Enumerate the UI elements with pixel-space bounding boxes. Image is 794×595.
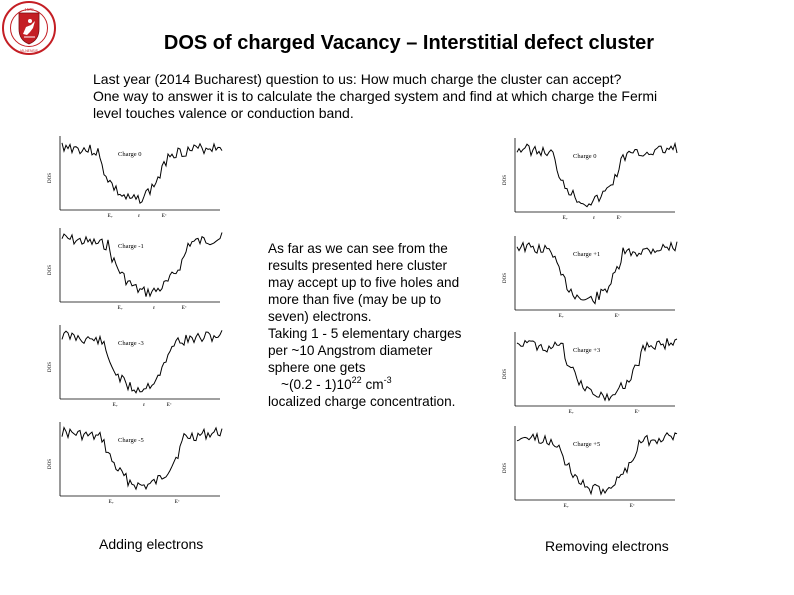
band-edge-label: Eᵥ (109, 499, 114, 505)
y-axis-label: DOS (48, 362, 53, 372)
charge-concentration: ~(0.2 - 1)1022 cm-3 (268, 376, 498, 393)
dos-panel-right-charge-plus-5: DOS Charge +5 Eᵥ Eᶜ (503, 424, 679, 509)
band-edge-label: Eᶜ (175, 499, 180, 505)
y-axis-label: DOS (503, 175, 508, 185)
band-edge-label: Eᶜ (162, 213, 167, 219)
band-edge-label: Eᵥ (563, 215, 568, 221)
dos-panel-right-charge-0: DOS Charge 0 Eᵥ ε Eᶜ (503, 136, 679, 221)
dos-chart: DOS Charge +5 Eᵥ Eᶜ (503, 426, 678, 509)
charge-label: Charge -3 (118, 340, 144, 347)
dos-chart: DOS Charge -1 Eᵥ ε Eᶜ (48, 228, 223, 311)
dos-chart: DOS Charge -5 Eᵥ Eᶜ (48, 422, 223, 505)
dos-curve (61, 142, 223, 205)
y-axis-label: DOS (48, 173, 53, 183)
dos-curve (516, 141, 678, 208)
charge-label: Charge 0 (573, 153, 597, 160)
dos-chart: DOS Charge +3 Eᵥ Eᶜ (503, 332, 678, 415)
band-edge-label: Eᵥ (108, 213, 113, 219)
desc-line: Taking 1 - 5 elementary charges (268, 326, 462, 341)
band-edge-label: Eᶜ (182, 305, 187, 311)
charge-label: Charge +1 (573, 251, 600, 258)
dos-curve (61, 232, 223, 298)
desc-line: per ~10 Angstrom diameter (268, 343, 433, 358)
dos-curve (61, 426, 223, 491)
concentration-unit-exponent: -3 (383, 375, 392, 385)
y-axis-label: DOS (503, 369, 508, 379)
university-logo: 1579 VILNENSIS (2, 1, 56, 55)
caption-removing-electrons: Removing electrons (545, 538, 669, 554)
band-edge-label: Eᶜ (630, 503, 635, 509)
band-edge-label: ε (593, 215, 596, 221)
band-edge-label: Eᶜ (615, 313, 620, 319)
dos-chart: DOS Charge 0 Eᵥ ε Eᶜ (48, 136, 223, 219)
svg-text:VILNENSIS: VILNENSIS (20, 49, 38, 53)
band-edge-label: ε (138, 213, 141, 219)
y-axis-label: DOS (48, 265, 53, 275)
band-edge-label: Eᵥ (559, 313, 564, 319)
caption-adding-electrons: Adding electrons (99, 536, 204, 552)
desc-line: seven) electrons. (268, 309, 372, 324)
charge-label: Charge -1 (118, 243, 144, 250)
dos-panel-right-charge-plus-3: DOS Charge +3 Eᵥ Eᶜ (503, 330, 679, 415)
dos-chart: DOS Charge -3 Eᵥ ε Eᶜ (48, 325, 223, 408)
band-edge-label: ε (153, 305, 156, 311)
band-edge-label: Eᵥ (113, 402, 118, 408)
page-title: DOS of charged Vacancy – Interstitial de… (163, 32, 655, 54)
desc-line: more than five (may be up to (268, 292, 442, 307)
dos-panel-left-charge-minus-5: DOS Charge -5 Eᵥ Eᶜ (48, 420, 224, 505)
desc-line: As far as we can see from the (268, 241, 448, 256)
dos-curve (61, 330, 223, 394)
y-axis-label: DOS (503, 273, 508, 283)
results-description: As far as we can see from the results pr… (268, 240, 498, 410)
intro-line: level touches valence or conduction band… (93, 105, 354, 121)
dos-curve (516, 240, 678, 305)
concentration-prefix: ~(0.2 - 1)10 (281, 377, 352, 392)
intro-line: One way to answer it is to calculate the… (93, 88, 658, 104)
band-edge-label: Eᵥ (564, 503, 569, 509)
desc-line: sphere one gets (268, 360, 366, 375)
dos-panel-left-charge-minus-3: DOS Charge -3 Eᵥ ε Eᶜ (48, 323, 224, 408)
charge-label: Charge +5 (573, 441, 600, 448)
concentration-exponent: 22 (351, 375, 362, 385)
y-axis-label: DOS (503, 463, 508, 473)
intro-line: Last year (2014 Bucharest) question to u… (93, 71, 622, 87)
band-edge-label: Eᶜ (617, 215, 622, 221)
dos-chart: DOS Charge +1 Eᵥ Eᶜ (503, 236, 678, 319)
band-edge-label: Eᵥ (569, 409, 574, 415)
charge-label: Charge +3 (573, 347, 600, 354)
dos-chart: DOS Charge 0 Eᵥ ε Eᶜ (503, 138, 678, 221)
dos-panel-right-charge-plus-1: DOS Charge +1 Eᵥ Eᶜ (503, 234, 679, 319)
dos-panel-left-charge-minus-1: DOS Charge -1 Eᵥ ε Eᶜ (48, 226, 224, 311)
intro-text: Last year (2014 Bucharest) question to u… (93, 71, 733, 122)
y-axis-label: DOS (48, 459, 53, 469)
dos-panel-left-charge-0: DOS Charge 0 Eᵥ ε Eᶜ (48, 134, 224, 219)
dos-curve (516, 338, 678, 402)
charge-label: Charge -5 (118, 437, 144, 444)
band-edge-label: Eᶜ (635, 409, 640, 415)
concentration-unit: cm (361, 377, 384, 392)
desc-line: may accept up to five holes and (268, 275, 460, 290)
charge-label: Charge 0 (118, 151, 142, 158)
desc-line: localized charge concentration. (268, 394, 456, 409)
band-edge-label: ε (143, 402, 146, 408)
band-edge-label: Eᶜ (167, 402, 172, 408)
svg-text:1579: 1579 (25, 7, 35, 12)
dos-curve (516, 431, 678, 496)
desc-line: results presented here cluster (268, 258, 448, 273)
band-edge-label: Eᵥ (118, 305, 123, 311)
